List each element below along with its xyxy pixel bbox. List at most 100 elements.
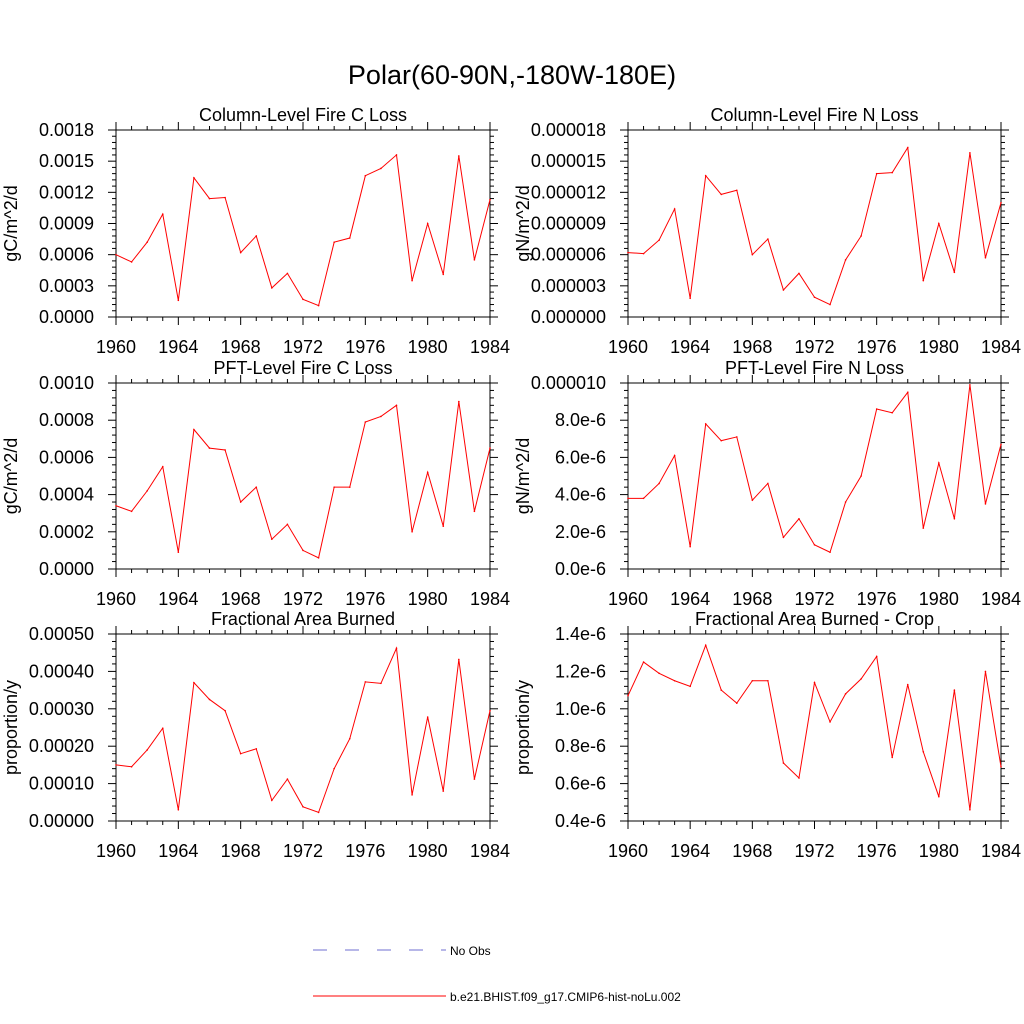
data-point <box>969 808 971 811</box>
data-point <box>798 272 800 275</box>
data-point <box>208 447 211 449</box>
data-point <box>364 174 367 177</box>
panel-title: PFT-Level Fire C Loss <box>213 358 392 378</box>
data-point <box>782 762 785 764</box>
plot-frame <box>627 633 1002 822</box>
x-tick-label: 1980 <box>919 841 959 861</box>
y-tick-label: 0.0018 <box>39 120 94 140</box>
x-tick-label: 1968 <box>221 841 261 861</box>
x-tick-label: 1972 <box>794 841 834 861</box>
data-point <box>130 261 133 263</box>
x-tick-label: 1960 <box>608 841 648 861</box>
data-point <box>302 549 304 552</box>
data-point <box>891 171 894 174</box>
x-tick-label: 1964 <box>158 841 198 861</box>
y-tick-label: 0.00000 <box>29 811 94 831</box>
data-point <box>130 765 133 768</box>
data-point <box>115 253 117 256</box>
series-line <box>115 646 491 814</box>
series-line <box>115 153 491 307</box>
y-tick-label: 0.000009 <box>531 214 606 234</box>
data-point <box>798 517 800 520</box>
data-point <box>829 721 831 723</box>
x-tick-label: 1984 <box>981 589 1021 609</box>
data-point <box>458 400 460 403</box>
data-point <box>829 551 831 554</box>
data-point <box>844 259 847 261</box>
y-tick-label: 0.00030 <box>29 699 94 719</box>
x-tick-label: 1964 <box>670 589 710 609</box>
data-point <box>426 471 429 474</box>
x-tick-label: 1964 <box>670 337 710 357</box>
data-point <box>969 384 971 386</box>
panel-title: PFT-Level Fire N Loss <box>725 358 904 378</box>
y-tick-label: 1.2e-6 <box>555 661 606 681</box>
panel-title: Column-Level Fire N Loss <box>710 105 918 125</box>
y-tick-label: 0.000010 <box>531 373 606 393</box>
data-point <box>286 272 289 275</box>
legend-label: No Obs <box>450 944 491 958</box>
x-tick-label: 1980 <box>408 337 448 357</box>
y-tick-label: 0.4e-6 <box>555 811 606 831</box>
data-point <box>473 510 476 513</box>
y-axis-label: proportion/y <box>513 680 533 775</box>
data-point <box>875 408 878 410</box>
data-point <box>813 296 816 299</box>
data-point <box>751 253 754 256</box>
y-tick-label: 0.0004 <box>39 485 94 505</box>
data-point <box>1000 765 1002 768</box>
data-point <box>317 557 320 559</box>
y-tick-label: 0.8e-6 <box>555 736 606 756</box>
data-point <box>984 256 987 259</box>
series-line <box>627 146 1002 306</box>
data-point <box>255 748 258 750</box>
data-point <box>875 172 878 175</box>
data-point <box>473 259 476 261</box>
data-point <box>813 544 816 546</box>
y-tick-label: 0.000012 <box>531 182 606 202</box>
data-point <box>891 411 894 414</box>
data-point <box>317 811 320 814</box>
data-point <box>442 273 445 276</box>
data-point <box>673 208 676 210</box>
x-tick-label: 1976 <box>857 337 897 357</box>
y-axis-label: gC/m^2/d <box>1 185 21 261</box>
panel-title: Fractional Area Burned <box>211 609 395 629</box>
data-point <box>906 391 909 394</box>
y-tick-label: 0.6e-6 <box>555 774 606 794</box>
x-tick-label: 1984 <box>470 337 510 357</box>
chart-panel-4: PFT-Level Fire N Loss gN/m^2/d 1960 1964 196… <box>513 358 1021 609</box>
data-point <box>969 152 971 154</box>
x-tick-label: 1976 <box>857 841 897 861</box>
data-point <box>489 709 491 712</box>
data-point <box>751 679 754 682</box>
x-tick-label: 1964 <box>158 337 198 357</box>
data-point <box>860 475 862 477</box>
data-point <box>658 239 660 241</box>
data-point <box>922 527 925 529</box>
data-point <box>333 241 335 243</box>
y-tick-label: 0.000006 <box>531 245 606 265</box>
data-point <box>458 658 460 661</box>
x-tick-label: 1960 <box>96 337 136 357</box>
x-tick-label: 1976 <box>857 589 897 609</box>
plot-frame <box>115 129 491 318</box>
data-point <box>953 271 956 274</box>
data-point <box>302 805 304 808</box>
legend-label: b.e21.BHIST.f09_g17.CMIP6-hist-noLu.002 <box>450 990 681 1004</box>
data-point <box>395 154 398 156</box>
data-point <box>177 551 180 554</box>
y-tick-label: 0.0006 <box>39 245 94 265</box>
data-point <box>115 764 117 766</box>
y-axis-label: proportion/y <box>1 680 21 775</box>
x-tick-label: 1976 <box>345 589 385 609</box>
y-tick-label: 0.0000 <box>39 559 94 579</box>
y-tick-label: 0.0012 <box>39 182 94 202</box>
data-point <box>984 503 987 505</box>
y-tick-label: 0.000003 <box>531 276 606 296</box>
data-point <box>255 235 258 237</box>
data-point <box>767 679 769 682</box>
panels: Column-Level Fire C Loss gC/m^2/d 1960 1964… <box>1 105 1021 861</box>
y-axis-label: gN/m^2/d <box>513 438 533 514</box>
data-point <box>720 689 723 691</box>
